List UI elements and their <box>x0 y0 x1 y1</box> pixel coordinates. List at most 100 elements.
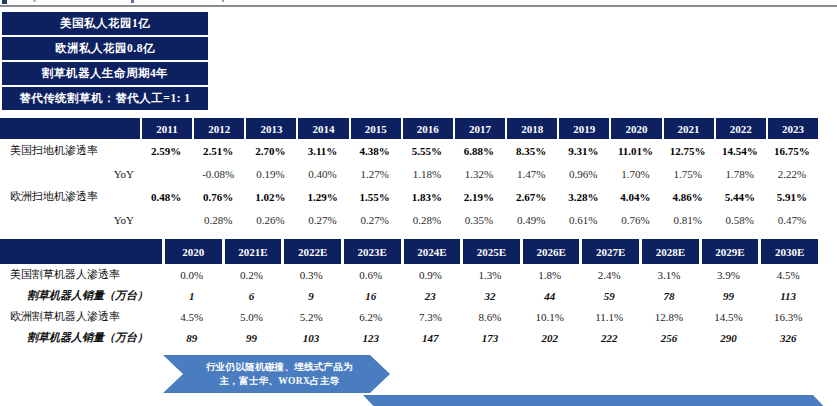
year-header-cell: 2021 <box>662 118 714 139</box>
value-cell: 326 <box>758 332 818 344</box>
value-cell: 32 <box>460 290 520 302</box>
table-row: 欧洲扫地机渗透率0.48%0.76%1.02%1.29%1.55%1.83%2.… <box>0 185 818 208</box>
year-header-cell: 2017 <box>453 118 505 139</box>
value-cell: 0.26% <box>244 214 296 226</box>
value-cell: 1.18% <box>401 168 453 180</box>
value-cell: 2.59% <box>140 145 192 157</box>
value-cell: 5.2% <box>281 311 341 323</box>
value-cell: 256 <box>639 332 699 344</box>
value-cell: 0.40% <box>296 168 348 180</box>
value-cell: 16.75% <box>766 145 818 157</box>
assumption-lifecycle: 割草机器人生命周期4年 <box>2 62 208 85</box>
table-row: 割草机器人销量（万台）89991031231471732022222562903… <box>0 327 818 348</box>
row-label: 割草机器人销量（万台） <box>0 330 162 345</box>
assumption-us-gardens: 美国私人花园1亿 <box>2 12 208 35</box>
assumption-eu-gardens: 欧洲私人花园0.8亿 <box>2 37 208 60</box>
vacuum-penetration-table: 2011201220132014201520162017201820192020… <box>0 118 818 231</box>
value-cell: 0.27% <box>296 214 348 226</box>
value-cell: 1.8% <box>520 269 580 281</box>
row-label: YoY <box>0 168 140 180</box>
value-cell: 1.78% <box>714 168 766 180</box>
value-cell: 78 <box>639 290 699 302</box>
value-cell: 8.35% <box>505 145 557 157</box>
value-cell: 1.75% <box>662 168 714 180</box>
value-cell: 3.28% <box>557 191 609 203</box>
value-cell: 2.4% <box>579 269 639 281</box>
value-cell: 1.27% <box>349 168 401 180</box>
value-cell: 11.1% <box>579 311 639 323</box>
value-cell: 14.54% <box>714 145 766 157</box>
value-cell: 103 <box>281 332 341 344</box>
year-header-cell: 2025E <box>460 239 520 264</box>
value-cell: 0.0% <box>162 269 222 281</box>
value-cell: 59 <box>579 290 639 302</box>
year-header-cell: 2016 <box>401 118 453 139</box>
value-cell: 222 <box>579 332 639 344</box>
value-cell: 10.1% <box>520 311 580 323</box>
value-cell: 5.44% <box>714 191 766 203</box>
year-header-cell: 2029E <box>699 239 759 264</box>
year-header-cell: 2024E <box>401 239 461 264</box>
banner-text-line1: 行业仍以随机碰撞、埋线式产品为 <box>206 360 353 374</box>
value-cell: 3.1% <box>639 269 699 281</box>
value-cell: 6.88% <box>453 145 505 157</box>
table-row: 美国割草机器人渗透率0.0%0.2%0.3%0.6%0.9%1.3%1.8%2.… <box>0 264 818 285</box>
year-header-cell: 2014 <box>296 118 348 139</box>
value-cell: 1.83% <box>401 191 453 203</box>
value-cell: 9 <box>281 290 341 302</box>
table-header-row: 20202021E2022E2023E2024E2025E2026E2027E2… <box>0 239 818 264</box>
value-cell: 0.9% <box>401 269 461 281</box>
header-corner-cell <box>0 118 140 139</box>
year-header-cell: 2020 <box>609 118 661 139</box>
value-cell: 44 <box>520 290 580 302</box>
value-cell: 147 <box>401 332 461 344</box>
value-cell: 1.70% <box>609 168 661 180</box>
row-label: 割草机器人销量（万台） <box>0 288 162 303</box>
value-cell: 4.86% <box>662 191 714 203</box>
year-header-cell: 2028E <box>639 239 699 264</box>
value-cell: 290 <box>699 332 759 344</box>
value-cell: 14.5% <box>699 311 759 323</box>
value-cell: 8.6% <box>460 311 520 323</box>
table-header-row: 2011201220132014201520162017201820192020… <box>0 118 818 139</box>
value-cell: 1.32% <box>453 168 505 180</box>
value-cell: 1.02% <box>244 191 296 203</box>
year-header-cell: 2020 <box>162 239 222 264</box>
value-cell: 1.29% <box>296 191 348 203</box>
value-cell: 16 <box>341 290 401 302</box>
year-header-cell: 2015 <box>349 118 401 139</box>
year-header-cell: 2030E <box>758 239 818 264</box>
assumption-box-list: 美国私人花园1亿 欧洲私人花园0.8亿 割草机器人生命周期4年 替代传统割草机：… <box>2 12 208 112</box>
report-page: 美国私人花园1亿 欧洲私人花园0.8亿 割草机器人生命周期4年 替代传统割草机：… <box>0 0 837 406</box>
value-cell: 0.47% <box>766 214 818 226</box>
value-cell: 2.22% <box>766 168 818 180</box>
value-cell: 7.3% <box>401 311 461 323</box>
year-header-cell: 2027E <box>579 239 639 264</box>
year-header-cell: 2023 <box>766 118 818 139</box>
value-cell: 12.8% <box>639 311 699 323</box>
table-row: YoY-0.08%0.19%0.40%1.27%1.18%1.32%1.47%0… <box>0 162 818 185</box>
value-cell: 3.11% <box>296 145 348 157</box>
value-cell: 0.48% <box>140 191 192 203</box>
table-row: 割草机器人销量（万台）16916233244597899113 <box>0 285 818 306</box>
value-cell: 0.58% <box>714 214 766 226</box>
value-cell: 0.6% <box>341 269 401 281</box>
value-cell: 2.19% <box>453 191 505 203</box>
row-label: 欧洲扫地机渗透率 <box>0 189 140 204</box>
value-cell: 2.70% <box>244 145 296 157</box>
table-row: 美国扫地机渗透率2.59%2.51%2.70%3.11%4.38%5.55%6.… <box>0 139 818 162</box>
value-cell: 0.19% <box>244 168 296 180</box>
value-cell: 0.49% <box>505 214 557 226</box>
year-header-cell: 2023E <box>341 239 401 264</box>
value-cell: 113 <box>758 290 818 302</box>
value-cell: 99 <box>699 290 759 302</box>
table-row: YoY0.28%0.26%0.27%0.27%0.28%0.35%0.49%0.… <box>0 208 818 231</box>
value-cell: 89 <box>162 332 222 344</box>
value-cell: 0.3% <box>281 269 341 281</box>
header-corner-cell <box>0 239 162 264</box>
next-chevron-banner-clipped <box>363 395 833 406</box>
cropped-text-artifact <box>131 0 134 3</box>
value-cell: 0.76% <box>609 214 661 226</box>
year-header-cell: 2012 <box>192 118 244 139</box>
value-cell: 99 <box>222 332 282 344</box>
